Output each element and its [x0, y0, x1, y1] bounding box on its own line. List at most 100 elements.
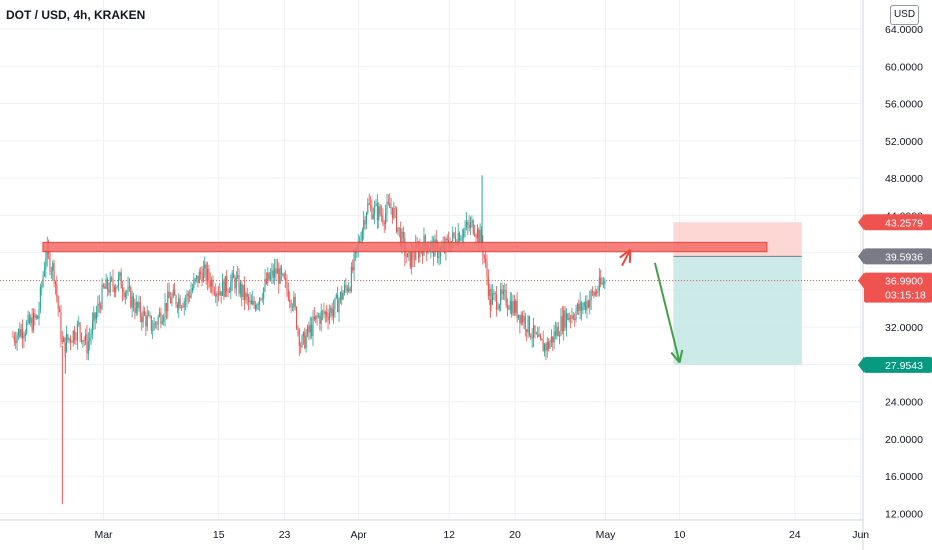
candle-body	[438, 256, 440, 259]
candle-body	[585, 302, 587, 311]
candle-body	[57, 296, 59, 309]
candle-body	[175, 295, 177, 305]
candle-body	[239, 283, 241, 294]
candle-body	[220, 291, 222, 296]
candle-body	[560, 316, 562, 336]
candle-body	[113, 286, 115, 293]
candle-body	[508, 308, 510, 310]
candle-body	[263, 287, 265, 299]
candle-body	[516, 300, 518, 319]
candle-body	[535, 333, 537, 335]
candle-body	[172, 290, 174, 297]
candle-body	[520, 315, 522, 324]
candle-body	[294, 296, 296, 308]
candle-body	[259, 298, 261, 305]
candle-body	[101, 284, 103, 309]
entry-price-tag	[864, 248, 932, 265]
candle-body	[512, 300, 514, 315]
candle-body	[570, 317, 572, 320]
currency-button[interactable]: USD	[890, 5, 919, 25]
candle-body	[276, 268, 278, 274]
candle-body	[165, 303, 167, 312]
candle-body	[95, 312, 98, 320]
candle-body	[104, 286, 106, 289]
candle-body	[568, 317, 570, 320]
candle-body	[515, 300, 517, 313]
candle-body	[565, 313, 567, 328]
candle-body	[254, 304, 257, 310]
candle-body	[213, 291, 215, 294]
candle-body	[331, 307, 333, 317]
candle-body	[287, 289, 289, 300]
candle-body	[286, 279, 288, 290]
candle-body	[590, 291, 592, 301]
candle-body	[296, 307, 298, 329]
candle-body	[582, 306, 584, 311]
candle-body	[108, 289, 110, 293]
candle-body	[227, 290, 229, 293]
candle-body	[238, 275, 240, 294]
candle-body	[139, 301, 141, 317]
candle-body	[237, 275, 239, 278]
candle-body	[97, 303, 99, 313]
candle-body	[564, 310, 566, 328]
candle-body	[483, 255, 485, 259]
candle-body	[183, 300, 185, 308]
candle-body	[224, 275, 226, 297]
candle-body	[264, 278, 266, 288]
candle-body	[134, 308, 136, 313]
candle-body	[541, 338, 543, 341]
candle-body	[561, 316, 563, 332]
candle-body	[137, 302, 139, 309]
candle-body	[490, 289, 492, 305]
candle-body	[333, 309, 335, 317]
candle-body	[169, 298, 172, 304]
candle-body	[453, 232, 455, 236]
candle-body	[189, 295, 191, 298]
candle-body	[211, 279, 213, 288]
candle-body	[54, 281, 56, 285]
candle-body	[479, 230, 481, 244]
candle-body	[500, 289, 502, 305]
candle-body	[160, 312, 162, 324]
candle-body	[348, 288, 350, 292]
candle-body	[222, 280, 224, 296]
candle-body	[391, 207, 394, 218]
candle-body	[282, 273, 284, 275]
candle-body	[85, 334, 87, 341]
candle-body	[293, 296, 295, 307]
candle-body	[178, 298, 180, 309]
candle-body	[145, 315, 147, 327]
candle-body	[256, 304, 258, 310]
candle-body	[523, 316, 525, 323]
candle-body	[572, 315, 574, 319]
x-tick-label: 20	[509, 529, 521, 541]
red-arrow-head	[619, 249, 631, 259]
candle-body	[539, 335, 541, 339]
candle-body	[23, 335, 25, 339]
candle-body	[112, 278, 114, 287]
candle-body	[74, 330, 76, 340]
candle-body	[528, 316, 531, 335]
candle-body	[272, 270, 274, 278]
candle-body	[274, 268, 276, 278]
candle-body	[206, 268, 209, 282]
candle-body	[602, 282, 604, 285]
candle-body	[42, 275, 44, 286]
candle-body	[200, 271, 202, 275]
candle-body	[82, 340, 84, 342]
candle-body	[285, 278, 287, 280]
x-tick-label: Jun	[852, 529, 869, 541]
candle-body	[226, 275, 228, 291]
candle-body	[135, 302, 137, 313]
candle-body	[60, 312, 62, 340]
candle-body	[504, 290, 506, 292]
candle-body	[491, 293, 494, 305]
candle-body	[583, 302, 585, 307]
candle-body	[22, 329, 24, 339]
candle-body	[234, 278, 236, 289]
candle-body	[216, 293, 218, 297]
candle-body	[322, 311, 324, 312]
x-tick-label: Mar	[94, 529, 113, 541]
